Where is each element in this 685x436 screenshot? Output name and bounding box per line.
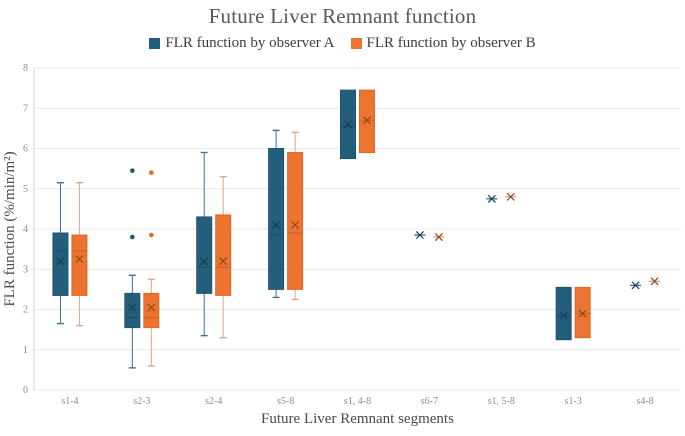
legend-label-observer-b: FLR function by observer B (366, 35, 536, 51)
box-s1, 4-8 (359, 89, 375, 154)
x-tick-label: s2-4 (205, 396, 222, 407)
box-s2-4 (196, 216, 213, 294)
box-s1-3 (574, 286, 591, 339)
x-tick-label: s5-8 (277, 396, 294, 407)
mean-x-icon (650, 277, 659, 286)
mean-x-icon (56, 257, 65, 266)
outlier-dot (149, 232, 154, 238)
mean-x-icon (506, 192, 515, 201)
x-tick-label: s2-3 (133, 396, 150, 407)
box-s2-3 (124, 292, 141, 329)
mean-x-icon (75, 255, 84, 264)
mean-x-icon (362, 116, 372, 125)
box-s5-8 (268, 148, 285, 290)
x-tick-label: s1, 5-8 (488, 396, 515, 407)
y-tick-label: 5 (23, 184, 28, 195)
box-s2-3 (143, 292, 160, 329)
y-tick-label: 7 (23, 103, 28, 114)
x-axis-title: Future Liver Remnant segments (261, 411, 454, 427)
mean-x-icon (200, 257, 209, 266)
box-s5-8 (287, 152, 304, 290)
mean-x-icon (559, 311, 568, 320)
x-tick-label: s1, 4-8 (344, 396, 371, 407)
mean-x-icon (128, 303, 137, 312)
legend-swatch-observer-a-icon (149, 38, 161, 49)
legend-label-observer-a: FLR function by observer A (165, 35, 335, 51)
x-tick-label: s4-8 (636, 396, 653, 407)
box-s1-4 (52, 232, 69, 296)
mean-x-icon (219, 257, 228, 266)
box-s2-4 (215, 214, 232, 296)
mean-x-icon (631, 281, 640, 290)
mean-x-icon (291, 220, 300, 229)
outlier-dot (130, 168, 135, 173)
mean-x-icon (343, 120, 353, 129)
mean-x-icon (415, 231, 424, 240)
legend-swatch-observer-b-icon (350, 38, 362, 49)
y-tick-label: 0 (23, 385, 28, 396)
box-s1-3 (555, 286, 572, 341)
y-tick-label: 6 (23, 144, 28, 155)
legend: FLR function by observer A FLR function … (0, 35, 685, 52)
chart-title: Future Liver Remnant function (208, 4, 477, 28)
y-tick-label: 8 (23, 63, 28, 74)
y-tick-label: 2 (23, 305, 28, 316)
mean-x-icon (578, 309, 587, 318)
legend-item-observer-b: FLR function by observer B (350, 35, 536, 52)
mean-x-icon (434, 233, 443, 242)
outlier-dot (149, 170, 154, 175)
mean-x-icon (147, 303, 156, 312)
y-tick-label: 3 (23, 264, 28, 275)
x-tick-label: s1-3 (565, 396, 582, 407)
x-tick-label: s6-7 (421, 396, 438, 407)
x-tick-label: s1-4 (61, 396, 78, 407)
box-s1-4 (71, 234, 88, 296)
y-tick-label: 4 (23, 224, 28, 235)
outlier-dot (130, 234, 135, 240)
mean-x-icon (272, 220, 281, 229)
legend-item-observer-a: FLR function by observer A (149, 35, 335, 52)
y-axis-title: FLR function (%/min/m²) (2, 151, 18, 306)
y-tick-label: 1 (23, 345, 28, 356)
mean-x-icon (487, 194, 496, 203)
